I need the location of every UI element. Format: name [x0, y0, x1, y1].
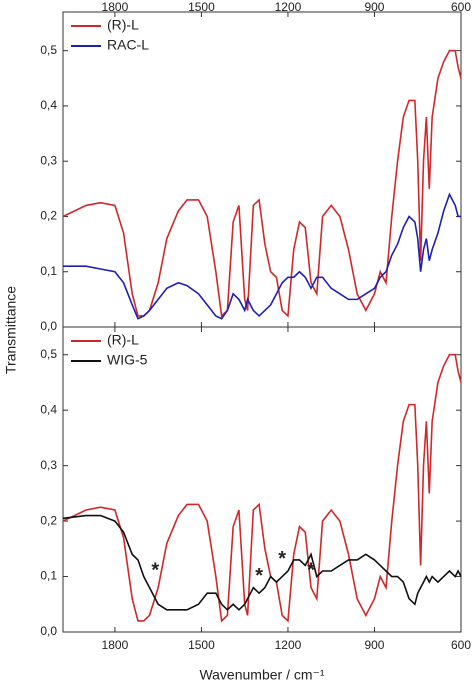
spectrum-line	[63, 192, 461, 320]
y-tick-label: 0,1	[40, 569, 57, 583]
y-tick-label: 0,0	[40, 624, 57, 638]
spectrum-line	[62, 353, 462, 623]
x-tick-label: 1200	[275, 0, 302, 14]
x-tick-label: 1200	[275, 638, 302, 652]
plot-frame	[62, 11, 462, 328]
x-tick-label: 900	[364, 0, 384, 14]
legend-label: RAC-L	[107, 37, 149, 53]
y-tick-label: 0,4	[40, 98, 57, 112]
annotation: *	[151, 559, 159, 581]
y-tick-label: 0,4	[40, 402, 57, 416]
annotation: *	[307, 559, 315, 581]
annotation: *	[255, 565, 263, 587]
y-tick-label: 0,2	[40, 513, 57, 527]
y-tick-label: 0,5	[40, 347, 57, 361]
plot-frame	[62, 326, 462, 633]
spectrum-line	[62, 514, 462, 611]
x-tick-label: 600	[451, 638, 471, 652]
y-tick-label: 0,0	[40, 319, 57, 333]
y-tick-label: 0,5	[40, 43, 57, 57]
x-tick-label: 600	[451, 0, 471, 14]
legend-label: (R)-L	[107, 17, 139, 33]
y-tick-label: 0,1	[40, 264, 57, 278]
y-tick-label: 0,2	[40, 209, 57, 223]
x-tick-label: 1500	[188, 638, 215, 652]
spectrum-line	[62, 49, 462, 318]
annotation: *	[278, 548, 286, 570]
legend-label: WIG-5	[107, 352, 148, 368]
legend-label: (R)-L	[107, 332, 139, 348]
x-tick-label: 1800	[102, 0, 129, 14]
x-tick-label: 1800	[102, 638, 129, 652]
y-axis-label: Transmittance	[3, 286, 19, 374]
y-tick-label: 0,3	[40, 153, 57, 167]
x-tick-label: 1500	[188, 0, 215, 14]
y-tick-label: 0,3	[40, 458, 57, 472]
x-axis-label: Wavenumber / cm⁻¹	[199, 667, 324, 683]
x-tick-label: 900	[364, 638, 384, 652]
